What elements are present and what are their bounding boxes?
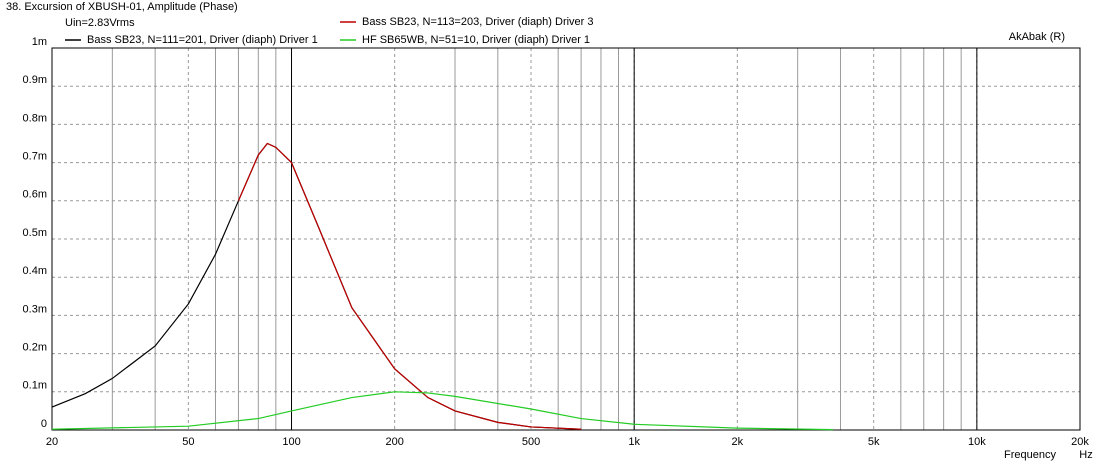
x-tick-label: 10k bbox=[968, 436, 986, 448]
chart-title: 38. Excursion of XBUSH-01, Amplitude (Ph… bbox=[6, 1, 238, 13]
x-unit: Hz bbox=[1079, 449, 1092, 461]
plot-frame bbox=[51, 47, 1081, 431]
y-tick-label: 0.5m bbox=[23, 227, 47, 239]
x-tick-label: 5k bbox=[868, 436, 880, 448]
x-tick-label: 1k bbox=[628, 436, 640, 448]
y-tick-label: 0.8m bbox=[23, 112, 47, 124]
series-line bbox=[51, 391, 833, 431]
legend-label: Bass SB23, N=113=203, Driver (diaph) Dri… bbox=[362, 16, 594, 28]
y-tick-label: 0.1m bbox=[23, 380, 47, 392]
legend-label: Bass SB23, N=111=201, Driver (diaph) Dri… bbox=[87, 34, 318, 46]
y-tick-label: 0.6m bbox=[23, 189, 47, 201]
y-tick-label: 0.2m bbox=[23, 342, 47, 354]
series-line bbox=[51, 142, 582, 430]
y-tick-label: 0 bbox=[41, 418, 47, 430]
x-tick-label: 20 bbox=[46, 436, 58, 448]
y-tick-label: 0.7m bbox=[23, 151, 47, 163]
x-tick-label: 100 bbox=[282, 436, 300, 448]
x-tick-label: 2k bbox=[732, 436, 744, 448]
y-tick-label: 0.3m bbox=[23, 303, 47, 315]
y-tick-label: 0.9m bbox=[23, 74, 47, 86]
x-tick-label: 20k bbox=[1071, 436, 1089, 448]
y-tick-label: 0.4m bbox=[23, 265, 47, 277]
y-tick-label: 1m bbox=[32, 36, 47, 48]
series-line bbox=[237, 142, 582, 430]
legend-label: HF SB65WB, N=51=10, Driver (diaph) Drive… bbox=[362, 34, 590, 46]
annotation: AkAbak (R) bbox=[1009, 31, 1065, 43]
x-axis-label: Frequency bbox=[1004, 449, 1056, 461]
subtitle: Uin=2.83Vrms bbox=[65, 17, 135, 29]
x-tick-label: 200 bbox=[385, 436, 403, 448]
x-tick-label: 500 bbox=[522, 436, 540, 448]
x-tick-label: 50 bbox=[182, 436, 194, 448]
